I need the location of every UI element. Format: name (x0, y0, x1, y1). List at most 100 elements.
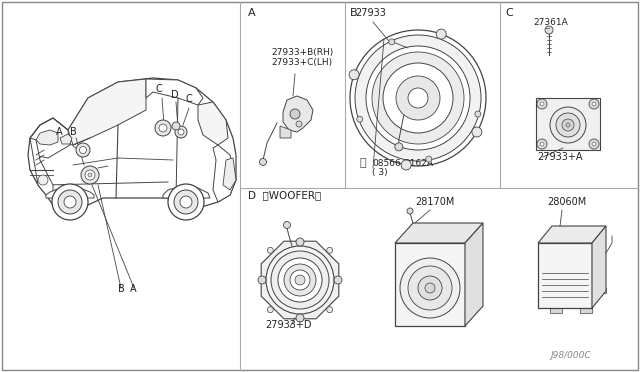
Circle shape (400, 258, 460, 318)
Circle shape (592, 142, 596, 146)
Text: D  〈WOOFER〉: D 〈WOOFER〉 (248, 190, 321, 200)
Circle shape (566, 123, 570, 127)
Text: B: B (118, 284, 125, 294)
Circle shape (168, 184, 204, 220)
Circle shape (589, 139, 599, 149)
Text: B: B (70, 127, 77, 137)
Bar (552, 253, 564, 263)
Polygon shape (68, 79, 146, 145)
Circle shape (350, 30, 486, 166)
Circle shape (268, 247, 273, 253)
Text: C: C (186, 94, 193, 104)
Circle shape (372, 52, 464, 144)
Circle shape (545, 26, 553, 34)
Circle shape (296, 238, 304, 246)
Polygon shape (198, 102, 228, 145)
Circle shape (290, 270, 310, 290)
Circle shape (290, 109, 300, 119)
Circle shape (326, 247, 333, 253)
Circle shape (284, 264, 316, 296)
Circle shape (79, 147, 86, 154)
Circle shape (76, 143, 90, 157)
Text: A: A (248, 8, 255, 18)
Circle shape (334, 276, 342, 284)
Bar (580, 288, 592, 293)
Bar (550, 308, 562, 313)
Text: 27933+C(LH): 27933+C(LH) (271, 58, 332, 67)
Circle shape (268, 307, 273, 313)
Bar (580, 308, 592, 313)
Polygon shape (261, 241, 339, 319)
Polygon shape (213, 145, 236, 202)
Circle shape (475, 111, 481, 117)
Text: A: A (56, 127, 63, 137)
Polygon shape (146, 79, 203, 105)
Circle shape (383, 63, 453, 133)
Text: 27933+B(RH): 27933+B(RH) (271, 48, 333, 57)
Circle shape (178, 129, 184, 135)
Circle shape (550, 107, 586, 143)
Circle shape (418, 276, 442, 300)
Text: C: C (505, 8, 513, 18)
Circle shape (172, 122, 180, 130)
Circle shape (159, 124, 167, 132)
Circle shape (356, 116, 363, 122)
Circle shape (408, 266, 452, 310)
Circle shape (278, 258, 322, 302)
Circle shape (407, 208, 413, 214)
Polygon shape (36, 130, 58, 145)
Circle shape (425, 283, 435, 293)
Polygon shape (536, 98, 600, 150)
Circle shape (155, 120, 171, 136)
Circle shape (436, 29, 446, 39)
Circle shape (388, 39, 395, 45)
Circle shape (58, 190, 82, 214)
Circle shape (85, 170, 95, 180)
Circle shape (540, 102, 544, 106)
Text: Ⓢ: Ⓢ (360, 158, 367, 168)
Circle shape (589, 99, 599, 109)
Circle shape (259, 158, 266, 166)
Circle shape (284, 221, 291, 228)
Text: A: A (130, 284, 136, 294)
Circle shape (395, 143, 403, 151)
Polygon shape (283, 96, 313, 132)
Circle shape (537, 99, 547, 109)
Circle shape (401, 160, 411, 170)
Text: 28170M: 28170M (415, 197, 454, 207)
Circle shape (396, 76, 440, 120)
Text: ( 3): ( 3) (372, 168, 388, 177)
Circle shape (296, 314, 304, 322)
Circle shape (592, 102, 596, 106)
Circle shape (52, 184, 88, 220)
Polygon shape (592, 226, 606, 308)
Polygon shape (223, 158, 236, 190)
Circle shape (296, 121, 302, 127)
Circle shape (174, 190, 198, 214)
Circle shape (537, 139, 547, 149)
Circle shape (175, 126, 187, 138)
Polygon shape (538, 226, 606, 243)
Circle shape (295, 275, 305, 285)
Polygon shape (280, 126, 291, 138)
Polygon shape (28, 78, 236, 208)
Polygon shape (46, 187, 94, 198)
Circle shape (88, 173, 92, 177)
Text: D: D (171, 90, 179, 100)
Polygon shape (30, 138, 53, 198)
Circle shape (81, 166, 99, 184)
Text: 27933: 27933 (355, 8, 386, 18)
Circle shape (266, 246, 334, 314)
Circle shape (540, 142, 544, 146)
Circle shape (271, 251, 329, 309)
Polygon shape (163, 187, 210, 198)
Circle shape (408, 88, 428, 108)
Polygon shape (538, 243, 592, 308)
Circle shape (366, 46, 470, 150)
Text: 08566-6162A: 08566-6162A (372, 159, 433, 168)
Circle shape (355, 35, 481, 161)
Circle shape (426, 156, 432, 162)
Text: B: B (350, 8, 358, 18)
Bar (594, 288, 606, 293)
Circle shape (258, 276, 266, 284)
